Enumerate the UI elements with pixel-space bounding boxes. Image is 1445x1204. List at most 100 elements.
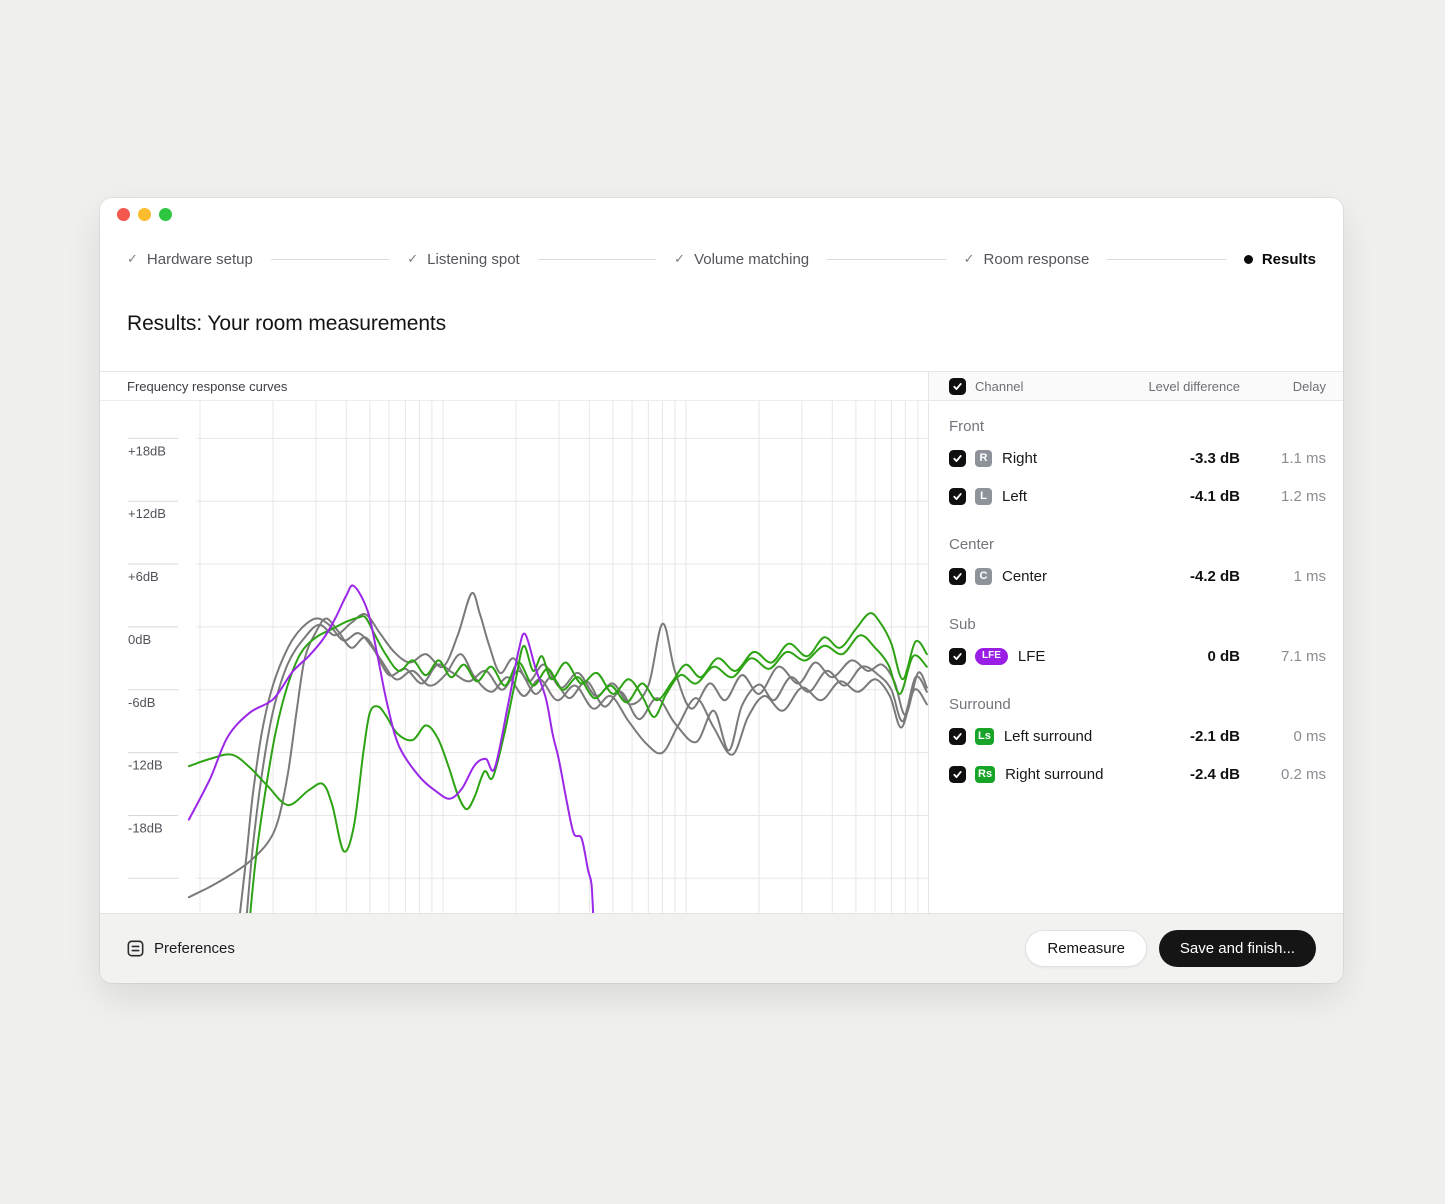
step-active-dot-icon — [1243, 254, 1253, 264]
svg-text:+18dB: +18dB — [128, 443, 166, 458]
channel-group-sub: Sub LFE LFE 0 dB 7.1 ms — [949, 613, 1326, 675]
delay-value: 7.1 ms — [1280, 647, 1326, 665]
step-connector — [827, 258, 946, 260]
step-label: Results — [1261, 250, 1316, 268]
channel-name: LFE — [1017, 647, 1046, 665]
table-row-left-surround: Ls Left surround -2.1 dB 0 ms — [949, 717, 1326, 755]
channel-badge: LFE — [975, 647, 1008, 665]
wizard-stepper: ✓ Hardware setup ✓ Listening spot ✓ Volu… — [127, 248, 1316, 270]
group-label: Front — [949, 418, 985, 435]
channel-name: Center — [1002, 567, 1048, 585]
channel-badge: Ls — [975, 727, 994, 745]
page-title: Results: Your room measurements — [127, 312, 447, 335]
column-header-channel: Channel — [975, 378, 1024, 394]
chart-title: Frequency response curves — [100, 372, 928, 401]
step-connector — [270, 258, 390, 260]
step-volume-matching[interactable]: ✓ Volume matching — [674, 251, 809, 268]
table-row-right: R Right -3.3 dB 1.1 ms — [949, 439, 1326, 477]
channel-checkbox[interactable] — [949, 449, 966, 467]
checkmark-icon — [953, 454, 962, 462]
svg-text:-18dB: -18dB — [128, 820, 163, 835]
channel-badge: L — [975, 487, 992, 505]
svg-text:-12dB: -12dB — [128, 758, 163, 773]
traffic-lights — [117, 208, 172, 221]
group-label: Surround — [949, 696, 1011, 713]
level-difference-value: -2.1 dB — [1189, 727, 1240, 745]
minimize-window-icon[interactable] — [138, 208, 151, 221]
step-done-check-icon: ✓ — [674, 250, 686, 266]
channel-group-front: Front R Right -3.3 dB 1.1 ms L Left -4.1 d… — [949, 415, 1326, 515]
checkmark-icon — [953, 732, 962, 740]
level-difference-value: -4.2 dB — [1189, 567, 1240, 585]
step-room-response[interactable]: ✓ Room response — [964, 251, 1090, 268]
step-connector — [1107, 258, 1226, 260]
table-row-left: L Left -4.1 dB 1.2 ms — [949, 477, 1326, 515]
remeasure-button[interactable]: Remeasure — [1025, 930, 1147, 967]
step-done-check-icon: ✓ — [127, 250, 138, 266]
preferences-label: Preferences — [154, 940, 235, 957]
column-header-level: Level difference — [1148, 378, 1240, 394]
step-hardware-setup[interactable]: ✓ Hardware setup — [127, 251, 253, 268]
table-header: Channel Level difference Delay — [929, 372, 1343, 401]
svg-text:0dB: 0dB — [128, 632, 151, 647]
footer-bar: Preferences Remeasure Save and finish... — [100, 913, 1343, 983]
zoom-window-icon[interactable] — [159, 208, 172, 221]
app-window: ✓ Hardware setup ✓ Listening spot ✓ Volu… — [100, 198, 1343, 983]
channel-table: Channel Level difference Delay Front R Ri… — [929, 372, 1343, 913]
level-difference-value: -3.3 dB — [1189, 449, 1240, 467]
svg-text:+12dB: +12dB — [128, 506, 166, 521]
save-and-finish-button[interactable]: Save and finish... — [1158, 930, 1316, 967]
delay-value: 1.2 ms — [1280, 487, 1326, 505]
checkmark-icon — [953, 572, 962, 580]
delay-value: 0.2 ms — [1280, 765, 1326, 783]
step-results[interactable]: Results — [1243, 250, 1316, 268]
svg-text:+6dB: +6dB — [128, 569, 159, 584]
channel-name: Right — [1002, 449, 1038, 467]
frequency-response-chart: +18dB +12dB +6dB 0dB -6dB -12dB -18dB — [100, 401, 928, 913]
step-label: Hardware setup — [146, 250, 253, 268]
checkmark-icon — [953, 382, 962, 390]
channel-checkbox[interactable] — [949, 647, 966, 665]
preferences-list-icon — [127, 940, 144, 957]
results-content: Frequency response curves +18dB +12dB +6dB… — [100, 371, 1343, 913]
step-done-check-icon: ✓ — [963, 250, 975, 266]
level-difference-value: 0 dB — [1207, 647, 1240, 665]
step-listening-spot[interactable]: ✓ Listening spot — [407, 251, 519, 268]
step-done-check-icon: ✓ — [407, 250, 419, 266]
channel-badge: R — [975, 449, 992, 467]
delay-value: 0 ms — [1293, 727, 1326, 745]
table-body: Front R Right -3.3 dB 1.1 ms L Left -4.1 d… — [929, 401, 1343, 805]
delay-value: 1 ms — [1293, 567, 1326, 585]
level-difference-value: -2.4 dB — [1189, 765, 1240, 783]
step-label: Listening spot — [427, 250, 520, 268]
channel-name: Right surround — [1005, 765, 1104, 783]
channel-name: Left — [1002, 487, 1028, 505]
level-difference-value: -4.1 dB — [1189, 487, 1240, 505]
select-all-checkbox[interactable] — [949, 377, 966, 395]
step-label: Volume matching — [694, 250, 810, 268]
channel-badge: Rs — [975, 765, 996, 783]
group-label: Center — [949, 536, 995, 553]
close-window-icon[interactable] — [117, 208, 130, 221]
preferences-button[interactable]: Preferences — [127, 940, 235, 957]
chart-panel: Frequency response curves +18dB +12dB +6dB… — [100, 372, 929, 913]
channel-checkbox[interactable] — [949, 727, 966, 745]
table-row-lfe: LFE LFE 0 dB 7.1 ms — [949, 637, 1326, 675]
channel-checkbox[interactable] — [949, 765, 966, 783]
group-label: Sub — [949, 616, 976, 633]
checkmark-icon — [953, 770, 962, 778]
delay-value: 1.1 ms — [1280, 449, 1326, 467]
checkmark-icon — [953, 652, 962, 660]
step-connector — [537, 258, 657, 260]
svg-text:-6dB: -6dB — [128, 695, 155, 710]
channel-name: Left surround — [1003, 727, 1093, 745]
channel-checkbox[interactable] — [949, 487, 966, 505]
checkmark-icon — [953, 492, 962, 500]
table-row-right-surround: Rs Right surround -2.4 dB 0.2 ms — [949, 755, 1326, 793]
chart-canvas: +18dB +12dB +6dB 0dB -6dB -12dB -18dB — [128, 401, 928, 913]
step-label: Room response — [983, 250, 1090, 268]
column-header-delay: Delay — [1292, 378, 1326, 394]
channel-group-surround: Surround Ls Left surround -2.1 dB 0 ms Rs… — [949, 693, 1326, 793]
channel-badge: C — [975, 567, 992, 585]
channel-checkbox[interactable] — [949, 567, 966, 585]
